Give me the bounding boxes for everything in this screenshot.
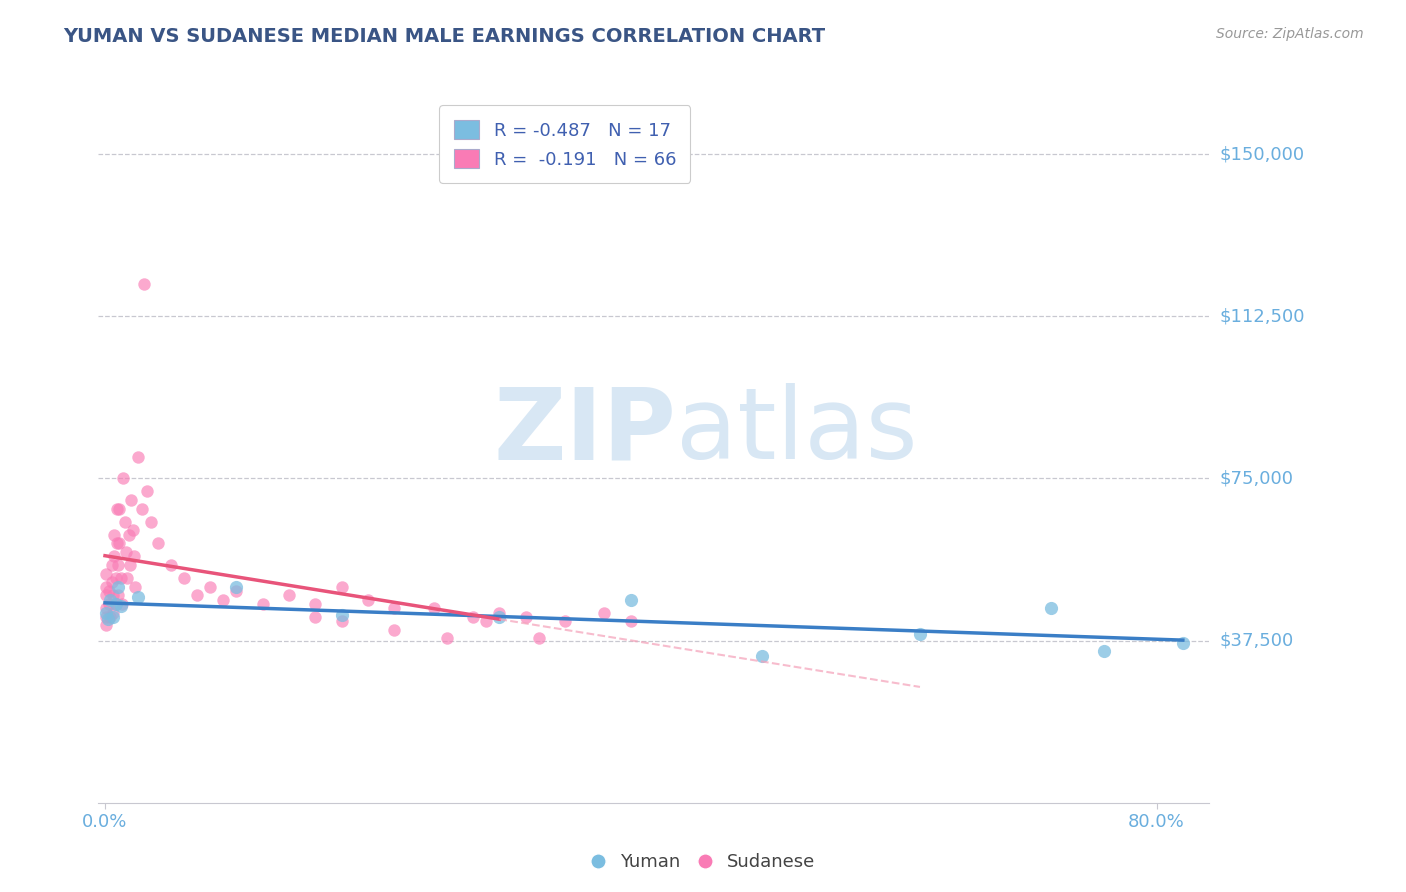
Point (104, 597, 127, 611)
Point (96, 610, 118, 624)
Point (330, 607, 353, 622)
Point (110, 571, 132, 585)
Point (98, 592, 121, 607)
Point (212, 592, 235, 607)
Point (304, 597, 326, 611)
Point (515, 610, 537, 624)
Point (110, 599, 132, 613)
Point (108, 536, 131, 550)
Point (107, 588, 129, 602)
Point (101, 588, 124, 602)
Point (554, 614, 576, 628)
Point (186, 588, 208, 602)
Point (101, 606, 124, 620)
Point (1171, 636, 1194, 650)
Point (461, 610, 484, 624)
Point (134, 277, 156, 291)
Point (304, 610, 326, 624)
Point (118, 558, 141, 572)
Point (96, 606, 118, 620)
Point (136, 484, 159, 499)
Point (105, 501, 128, 516)
Point (330, 614, 353, 628)
Point (436, 632, 458, 646)
Point (146, 536, 169, 550)
Point (1092, 644, 1115, 658)
Point (112, 471, 135, 485)
Point (488, 606, 510, 620)
Point (330, 580, 353, 594)
Point (527, 632, 550, 646)
Point (103, 549, 125, 564)
Point (357, 592, 380, 607)
Text: $112,500: $112,500 (1219, 307, 1305, 326)
Point (127, 450, 149, 464)
Point (124, 580, 146, 594)
Point (278, 588, 301, 602)
Point (96, 618, 118, 632)
Point (100, 575, 122, 590)
Point (105, 536, 128, 550)
Legend: R = -0.487   N = 17, R =  -0.191   N = 66: R = -0.487 N = 17, R = -0.191 N = 66 (440, 105, 690, 183)
Text: $75,000: $75,000 (1219, 469, 1294, 487)
Point (1040, 601, 1063, 615)
Point (751, 648, 773, 663)
Point (225, 583, 247, 598)
Point (488, 610, 510, 624)
Point (122, 549, 145, 564)
Point (97, 612, 120, 626)
Point (107, 558, 129, 572)
Point (908, 627, 931, 641)
Point (101, 610, 124, 624)
Point (422, 601, 444, 615)
Point (475, 614, 498, 628)
Point (121, 524, 143, 538)
Point (104, 571, 127, 585)
Point (96, 601, 118, 615)
Point (104, 597, 127, 611)
Text: $150,000: $150,000 (1219, 145, 1305, 163)
Text: $37,500: $37,500 (1219, 632, 1294, 649)
Point (115, 545, 138, 559)
Point (159, 558, 181, 572)
Point (108, 501, 131, 516)
Point (198, 580, 221, 594)
Point (103, 527, 125, 541)
Point (252, 597, 274, 611)
Point (127, 591, 149, 605)
Point (139, 515, 162, 529)
Point (382, 623, 405, 637)
Point (620, 614, 643, 628)
Point (225, 580, 247, 594)
Text: ZIP: ZIP (494, 384, 676, 480)
Point (131, 501, 153, 516)
Point (96, 580, 118, 594)
Point (96, 566, 118, 581)
Point (107, 580, 129, 594)
Point (96, 588, 118, 602)
Point (173, 571, 195, 585)
Point (97, 583, 120, 598)
Point (620, 592, 643, 607)
Point (98, 610, 121, 624)
Point (118, 527, 141, 541)
Point (117, 571, 139, 585)
Point (593, 606, 616, 620)
Text: atlas: atlas (676, 384, 918, 480)
Point (120, 493, 142, 508)
Point (114, 515, 136, 529)
Text: Source: ZipAtlas.com: Source: ZipAtlas.com (1216, 27, 1364, 41)
Point (111, 597, 134, 611)
Point (100, 558, 122, 572)
Legend: Yuman, Sudanese: Yuman, Sudanese (583, 847, 823, 879)
Point (97, 597, 120, 611)
Point (382, 601, 405, 615)
Text: YUMAN VS SUDANESE MEDIAN MALE EARNINGS CORRELATION CHART: YUMAN VS SUDANESE MEDIAN MALE EARNINGS C… (63, 27, 825, 45)
